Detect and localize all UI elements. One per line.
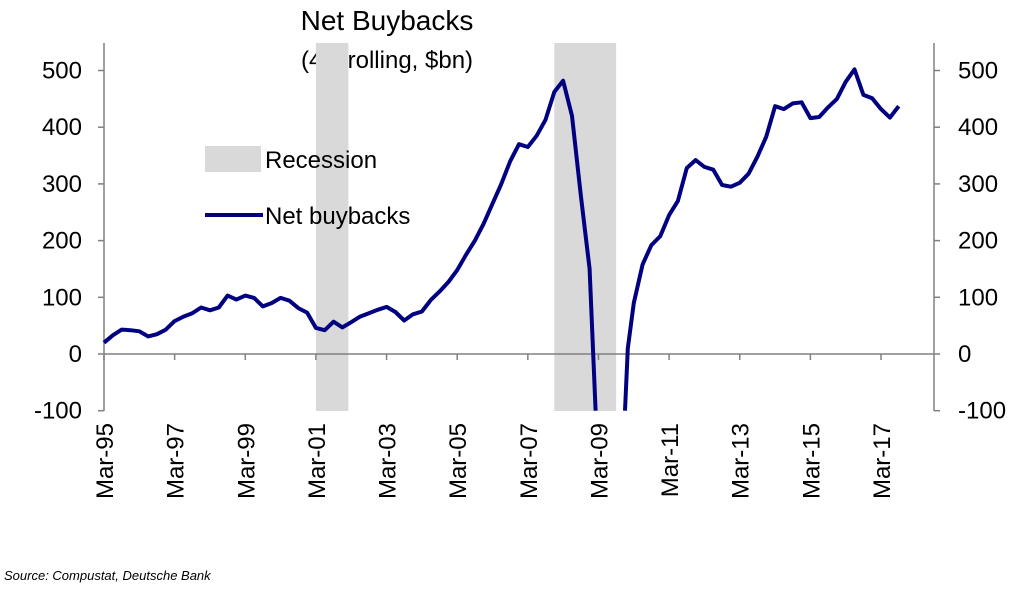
y-tick-label-left: 200 — [42, 228, 82, 255]
source-note: Source: Compustat, Deutsche Bank — [4, 568, 211, 583]
y-tick-label-right: 300 — [958, 171, 998, 198]
y-tick-label-left: 0 — [69, 341, 82, 368]
x-tick-label: Mar-17 — [869, 423, 896, 499]
chart-title: Net Buybacks — [301, 5, 474, 36]
y-tick-label-right: 200 — [958, 228, 998, 255]
series-lines — [102, 67, 901, 411]
legend-buybacks-label: Net buybacks — [265, 203, 410, 230]
x-tick-label: Mar-97 — [163, 423, 190, 499]
y-tick-label-right: 100 — [958, 284, 998, 311]
legend: Recession Net buybacks — [205, 146, 410, 230]
y-tick-label-left: 400 — [42, 114, 82, 141]
y-tick-label-right: 0 — [958, 341, 971, 368]
y-tick-label-right: 400 — [958, 114, 998, 141]
y-tick-label-right: -100 — [958, 398, 1006, 425]
y-tick-label-left: 300 — [42, 171, 82, 198]
recession-band-1 — [315, 43, 349, 411]
x-tick-label: Mar-01 — [304, 423, 331, 499]
x-tick-label: Mar-09 — [586, 423, 613, 499]
recession-bands — [315, 43, 617, 411]
x-tick-label: Mar-11 — [657, 423, 684, 497]
y-tick-label-right: 500 — [958, 58, 998, 85]
x-tick-label: Mar-15 — [798, 423, 825, 499]
series-line-1 — [102, 78, 598, 411]
x-tick-label: Mar-99 — [233, 423, 260, 499]
axes: 500 500 400 400 300 300 200 200 100 100 0 0 -100 -100… — [34, 43, 1006, 499]
x-tick-label: Mar-13 — [728, 423, 755, 499]
x-tick-label: Mar-95 — [92, 423, 119, 499]
legend-recession-label: Recession — [265, 147, 377, 174]
y-tick-label-left: 500 — [42, 58, 82, 85]
x-tick-label: Mar-05 — [445, 423, 472, 499]
x-tick-label: Mar-03 — [375, 423, 402, 499]
x-tick-label: Mar-07 — [516, 423, 543, 499]
y-tick-label-left: 100 — [42, 284, 82, 311]
series-line-2 — [623, 67, 901, 411]
y-tick-label-left: -100 — [34, 398, 82, 425]
legend-recession-swatch — [205, 146, 261, 172]
